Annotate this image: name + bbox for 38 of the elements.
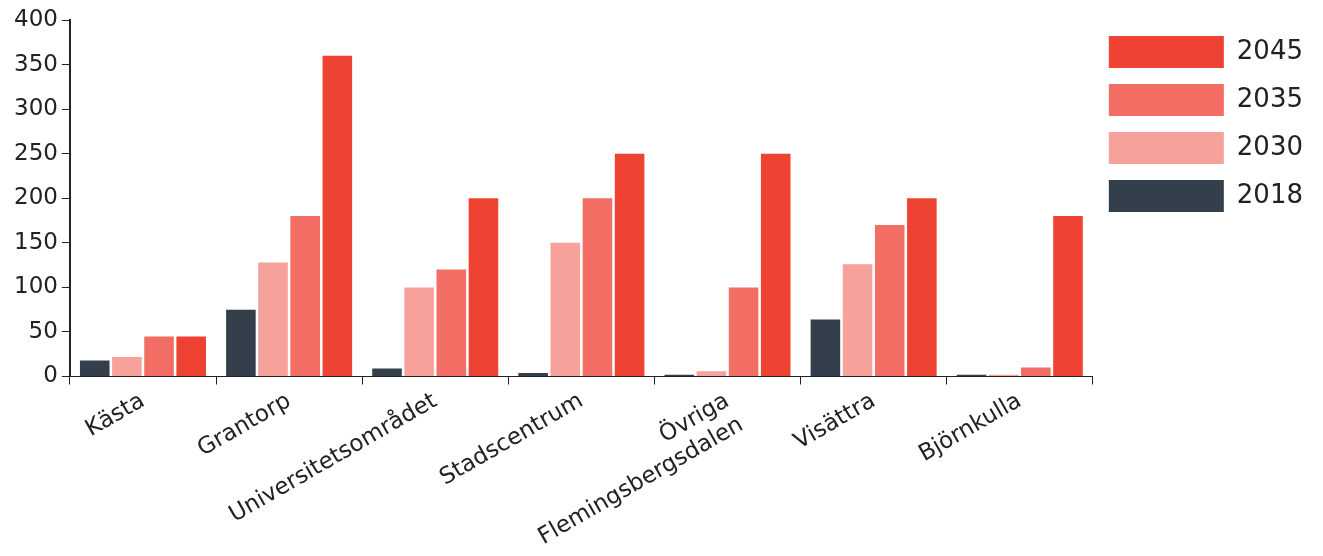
- bar: [696, 371, 727, 377]
- legend-label: 2018: [1236, 178, 1303, 209]
- bar: [907, 198, 937, 377]
- bar: [79, 360, 110, 377]
- bar: [372, 368, 402, 377]
- bar: [144, 336, 174, 377]
- bar: [550, 242, 581, 377]
- y-tick-label: 150: [13, 227, 58, 254]
- bar: [290, 216, 320, 377]
- bar: [614, 153, 645, 377]
- bar: [176, 336, 206, 377]
- y-tick-label: 50: [28, 316, 58, 343]
- bar: [760, 153, 791, 377]
- y-tick-label: 250: [13, 138, 58, 165]
- y-tick-label: 350: [13, 49, 58, 76]
- bar: [404, 287, 434, 377]
- bar: [436, 269, 467, 377]
- bar: [322, 55, 353, 377]
- bar: [1021, 367, 1051, 377]
- y-tick-label: 200: [13, 183, 58, 210]
- bar: [810, 319, 841, 377]
- bar: [874, 225, 905, 377]
- legend-label: 2035: [1236, 82, 1303, 113]
- bar: [518, 372, 548, 377]
- bar: [258, 262, 288, 377]
- bar: [842, 264, 873, 377]
- y-tick-label: 0: [43, 361, 58, 388]
- bar: [582, 198, 613, 377]
- legend-label: 2045: [1236, 34, 1303, 65]
- bar: [112, 356, 142, 377]
- bar: [1053, 216, 1083, 377]
- y-tick-label: 100: [13, 272, 58, 299]
- bar: [226, 309, 256, 377]
- bar: [728, 287, 759, 377]
- y-tick-label: 300: [13, 94, 58, 121]
- y-tick-label: 400: [13, 4, 58, 31]
- legend-label: 2030: [1236, 130, 1303, 161]
- bar: [468, 198, 499, 377]
